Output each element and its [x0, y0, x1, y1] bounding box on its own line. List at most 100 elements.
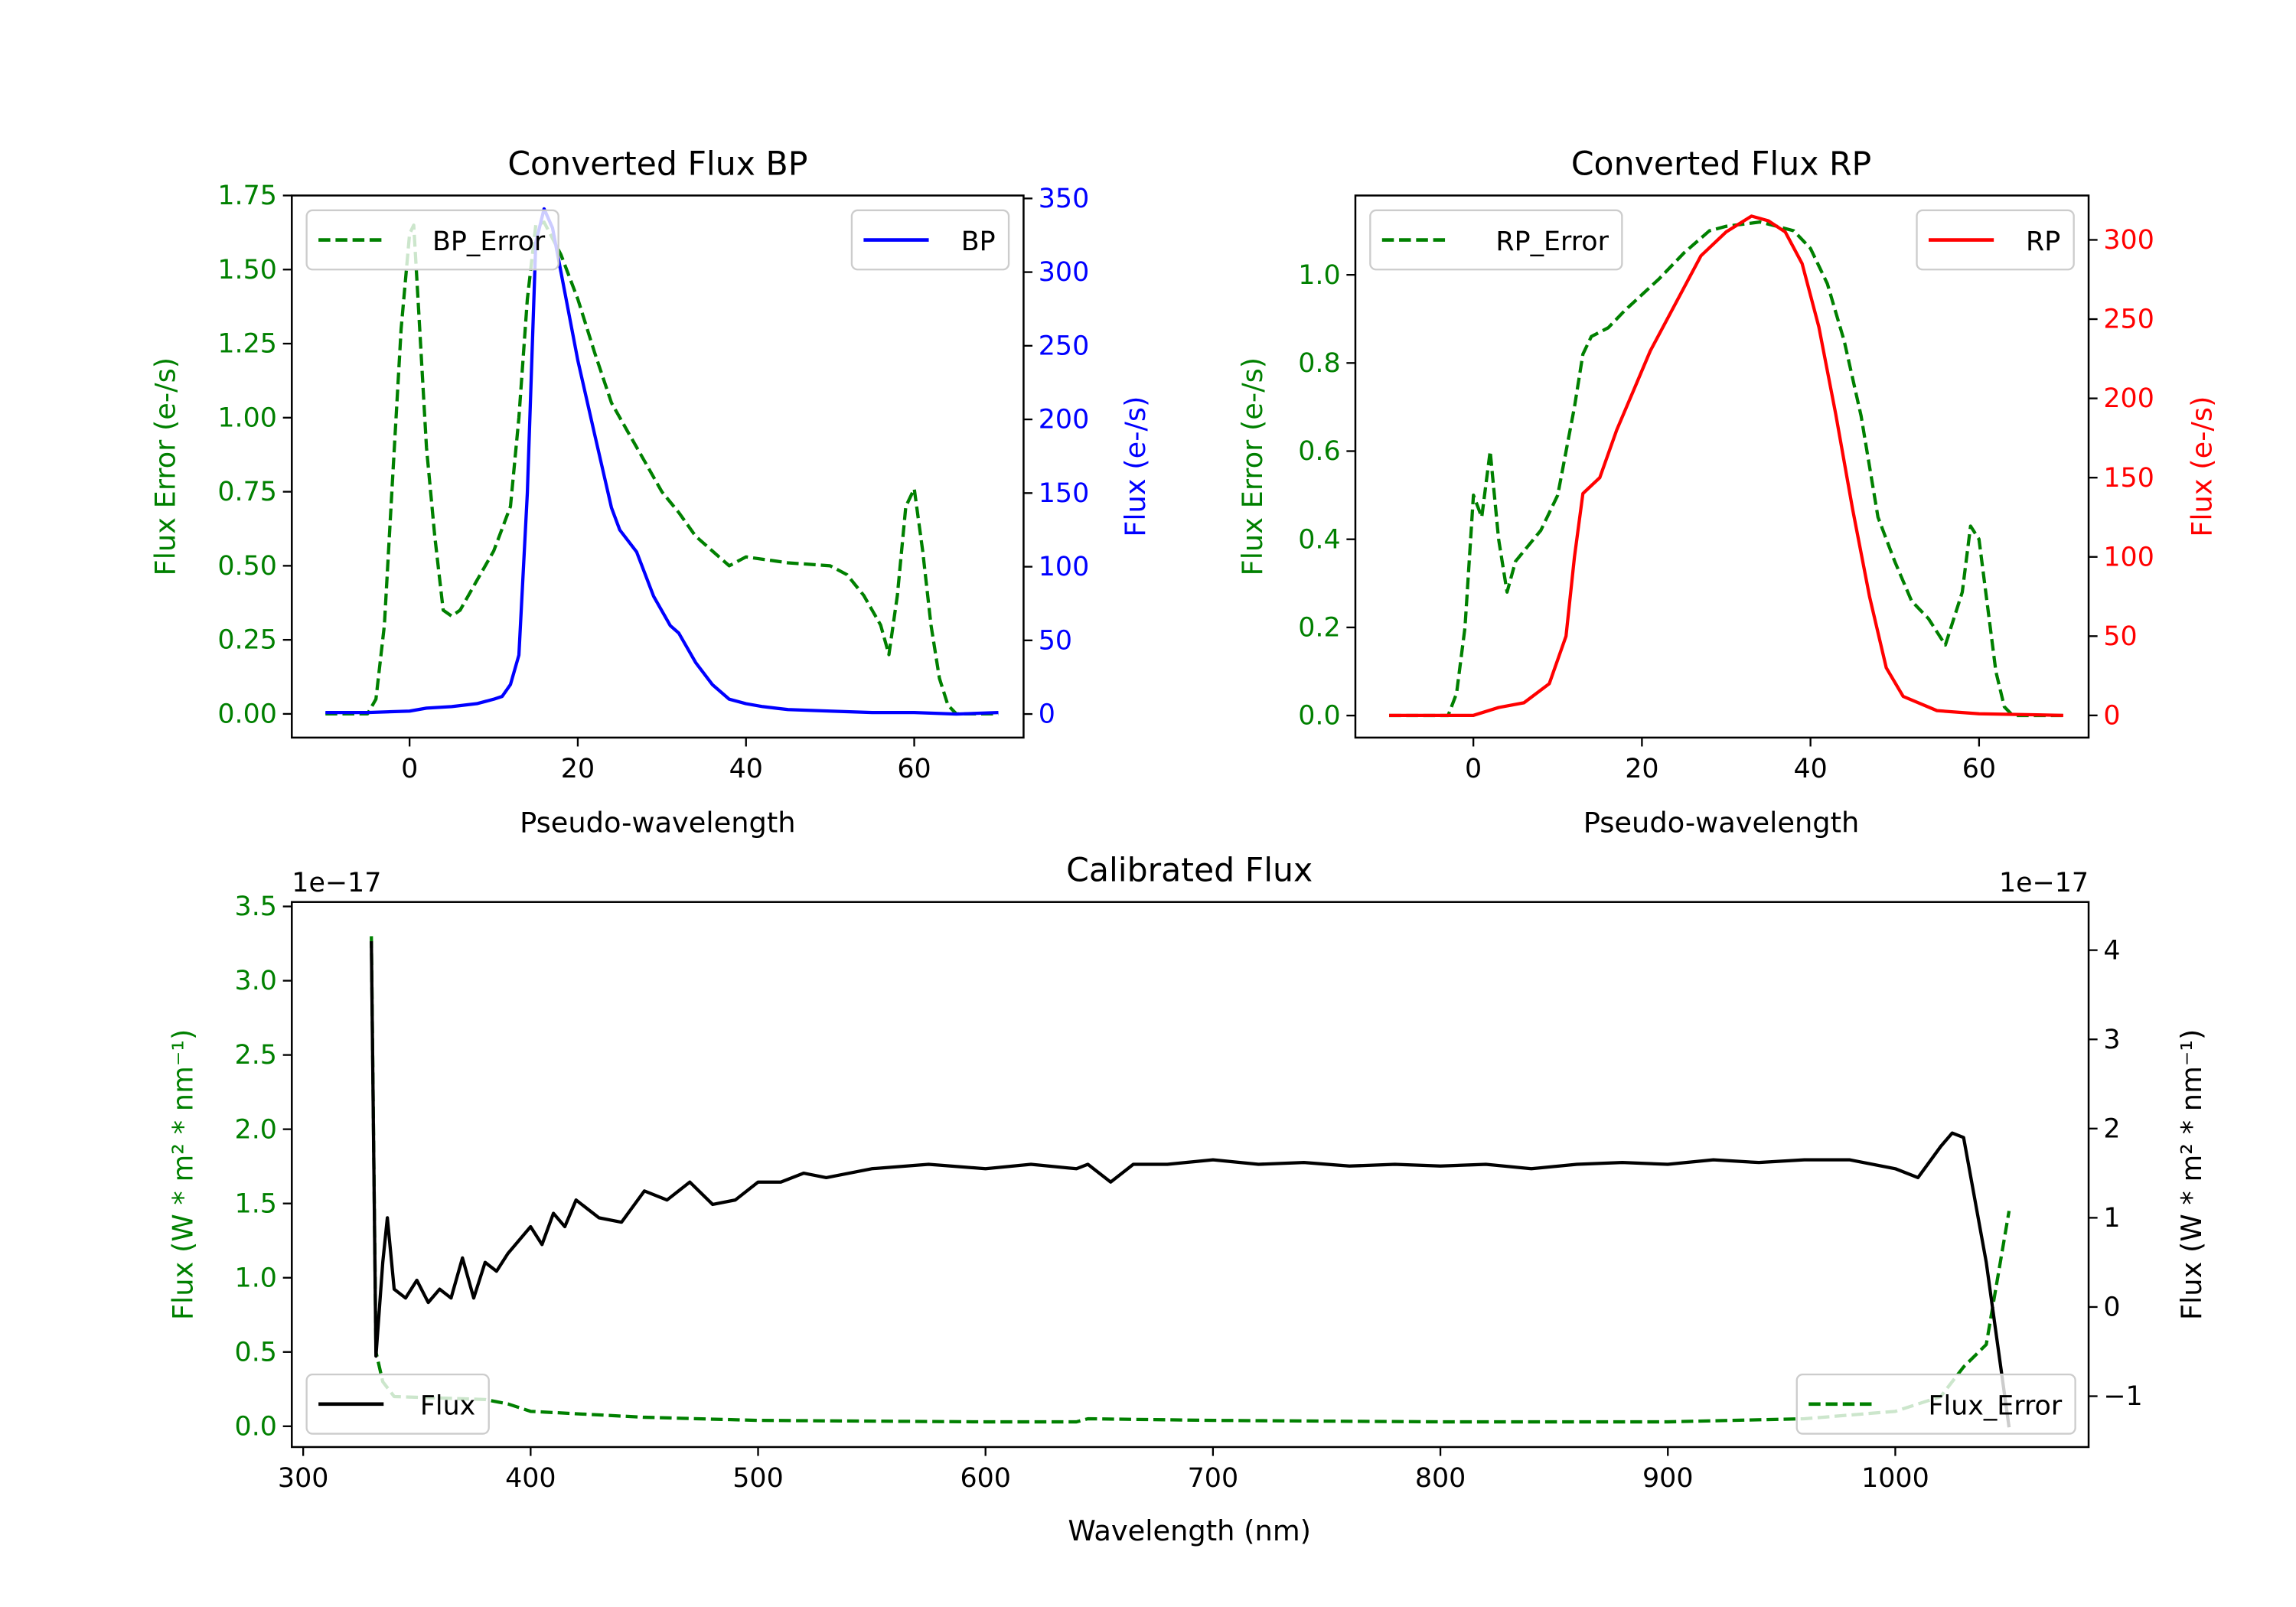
y-left-tick-label: 0.4: [1298, 524, 1340, 555]
x-tick-label: 20: [561, 754, 595, 784]
y-left-tick-label: 3.0: [235, 966, 277, 996]
axes-frame: [291, 901, 2090, 1449]
legend-right: BP: [850, 209, 1010, 271]
y-right-tick-label: 300: [2103, 225, 2154, 256]
x-axis-label: Wavelength (nm): [1068, 1514, 1311, 1547]
y-right-tick-label: 100: [2103, 542, 2154, 572]
series-line-bp: [325, 207, 999, 716]
y-left-tick-label: 0.0: [235, 1411, 277, 1442]
y-left-tick-label: 1.25: [217, 329, 277, 360]
y-left-tick-label: 0.8: [1298, 348, 1340, 379]
axes-frame: [291, 194, 1025, 739]
y-left-tick-label: 1.5: [235, 1188, 277, 1219]
y-left-tick-label: 0.25: [217, 625, 277, 656]
y-right-tick-label: 200: [1039, 405, 1089, 435]
y-left-tick-label: 1.00: [217, 403, 277, 433]
x-tick-label: 40: [1793, 754, 1827, 784]
y-right-tick-label: 3: [2103, 1025, 2120, 1055]
y-right-tick-label: 150: [2103, 463, 2154, 494]
y-right-tick-label: 0: [2103, 1292, 2120, 1323]
y-right-offset-text: 1e−17: [1999, 868, 2089, 898]
legend-label: Flux_Error: [1928, 1390, 2062, 1421]
legend-label: BP: [961, 227, 996, 257]
axes-frame: [1354, 194, 2090, 739]
legend-box: [1916, 209, 2075, 271]
y-left-tick-label: 3.5: [235, 892, 277, 922]
legend-label: BP_Error: [432, 227, 546, 257]
legend-label: Flux: [420, 1390, 475, 1421]
x-tick-label: 900: [1642, 1463, 1693, 1494]
y-right-tick-label: 0: [2103, 700, 2120, 731]
x-tick-label: 20: [1625, 754, 1658, 784]
y-right-tick-label: 250: [1039, 331, 1089, 361]
x-tick-label: 800: [1415, 1463, 1466, 1494]
x-tick-label: 0: [401, 754, 418, 784]
y-right-tick-label: 200: [2103, 383, 2154, 414]
y-right-tick-label: 4: [2103, 935, 2120, 966]
y-left-tick-label: 0.00: [217, 699, 277, 730]
y-left-tick-label: 0.0: [1298, 701, 1340, 732]
x-tick-label: 0: [1465, 754, 1482, 784]
legend-left: BP_Error: [305, 209, 559, 271]
legend-box: [305, 1373, 490, 1435]
chart-title: Converted Flux RP: [1571, 145, 1871, 183]
y-right-tick-label: 2: [2103, 1113, 2120, 1144]
y-left-tick-label: 2.5: [235, 1040, 277, 1071]
y-left-tick-label: 1.0: [1298, 260, 1340, 291]
y-left-tick-label: 1.50: [217, 255, 277, 285]
y-right-tick-label: 50: [2103, 621, 2137, 652]
series-line-flux: [370, 940, 2011, 1428]
y-left-tick-label: 0.5: [235, 1337, 277, 1367]
rp-panel: 0 20 40 60 0.0 0.2 0.4 0.6 0.8 1.0 0 50 100 150 200 250…: [1236, 145, 2219, 839]
legend-left: Flux: [305, 1373, 490, 1435]
y-right-tick-label: 1: [2103, 1203, 2120, 1234]
series-line-rp-error: [1389, 220, 2063, 718]
y-right-axis-label: Flux (e-/s): [2186, 396, 2219, 537]
legend-label: RP: [2026, 227, 2060, 257]
x-tick-label: 600: [960, 1463, 1010, 1494]
x-tick-label: 400: [505, 1463, 556, 1494]
x-tick-label: 1000: [1861, 1463, 1929, 1494]
y-right-tick-label: 350: [1039, 184, 1089, 214]
calibrated-panel: 300 400 500 600 700 800 900 1000 0.0 0.5 1.0 1.5 2.0…: [167, 852, 2209, 1547]
x-tick-label: 500: [732, 1463, 783, 1494]
legend-label: RP_Error: [1495, 227, 1609, 257]
y-right-tick-label: 250: [2103, 305, 2154, 335]
series-line-flux-error: [370, 936, 2011, 1424]
y-left-tick-label: 0.75: [217, 477, 277, 507]
y-left-axis-label: Flux Error (e-/s): [148, 357, 181, 576]
y-left-tick-label: 2.0: [235, 1114, 277, 1145]
chart-title: Converted Flux BP: [507, 145, 807, 183]
y-right-axis-label: Flux (W * m² * nm⁻¹): [2175, 1029, 2208, 1320]
y-left-tick-label: 1.0: [235, 1263, 277, 1293]
bp-panel: 0 20 40 60 0.00 0.25 0.50 0.75 1.00 1.25 1.50 1.75 0…: [148, 145, 1152, 839]
y-left-tick-label: 0.50: [217, 551, 277, 582]
x-axis-label: Pseudo-wavelength: [520, 807, 796, 839]
x-axis-label: Pseudo-wavelength: [1583, 807, 1860, 839]
x-tick-label: 300: [278, 1463, 328, 1494]
y-left-axis-label: Flux (W * m² * nm⁻¹): [167, 1029, 200, 1320]
series-line-rp: [1389, 214, 2063, 717]
y-right-tick-label: 300: [1039, 257, 1089, 288]
y-left-tick-label: 0.2: [1298, 613, 1340, 644]
legend-box: [850, 209, 1010, 271]
y-right-tick-label: 0: [1039, 699, 1055, 730]
y-right-tick-label: −1: [2103, 1381, 2142, 1412]
legend-right: RP: [1916, 209, 2075, 271]
x-tick-label: 60: [897, 754, 931, 784]
legend-box: [1795, 1373, 2076, 1435]
legend-box: [1369, 209, 1623, 271]
x-tick-label: 60: [1962, 754, 1996, 784]
y-left-tick-label: 1.75: [217, 181, 277, 211]
y-left-offset-text: 1e−17: [292, 868, 381, 898]
chart-title: Calibrated Flux: [1066, 852, 1313, 890]
legend-box: [305, 209, 559, 271]
series-line-bp-error: [325, 220, 999, 716]
y-left-tick-label: 0.6: [1298, 436, 1340, 467]
y-right-tick-label: 100: [1039, 552, 1089, 582]
y-right-axis-label: Flux (e-/s): [1119, 396, 1152, 537]
y-right-tick-label: 50: [1039, 625, 1072, 656]
y-right-tick-label: 150: [1039, 478, 1089, 509]
x-tick-label: 700: [1188, 1463, 1238, 1494]
